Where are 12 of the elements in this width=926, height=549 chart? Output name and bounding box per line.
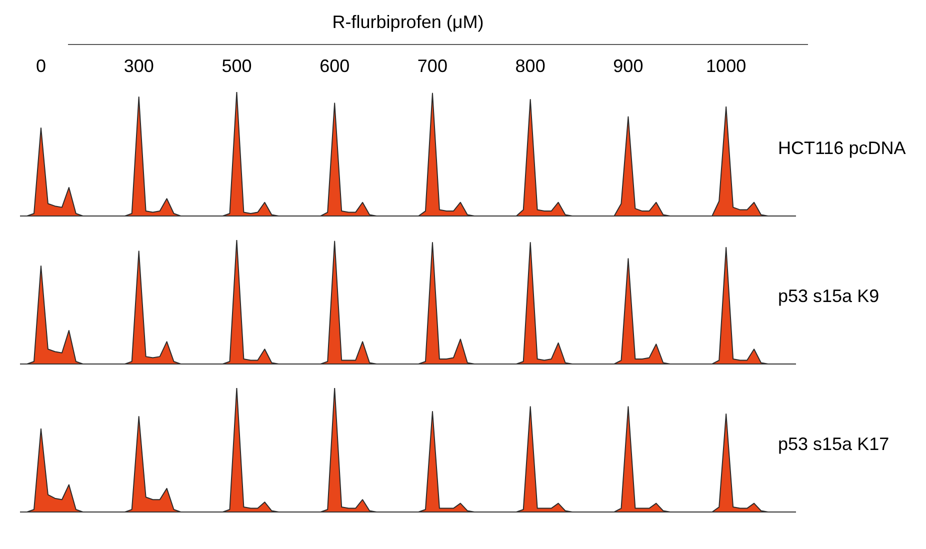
text: p53 s15a K9 [778,286,880,307]
chart-title: R-flurbiprofen (μM) [331,12,485,33]
text: p53 s15a K17 [778,434,890,455]
text: 600 [318,56,351,77]
text: 500 [220,56,253,77]
text: 300 [122,56,155,77]
text: HCT116 pcDNA [778,138,906,159]
text: 700 [416,56,448,77]
text: 0 [34,56,47,77]
text: 1000 [705,56,748,77]
text: 900 [612,56,644,77]
text: 800 [514,56,546,77]
